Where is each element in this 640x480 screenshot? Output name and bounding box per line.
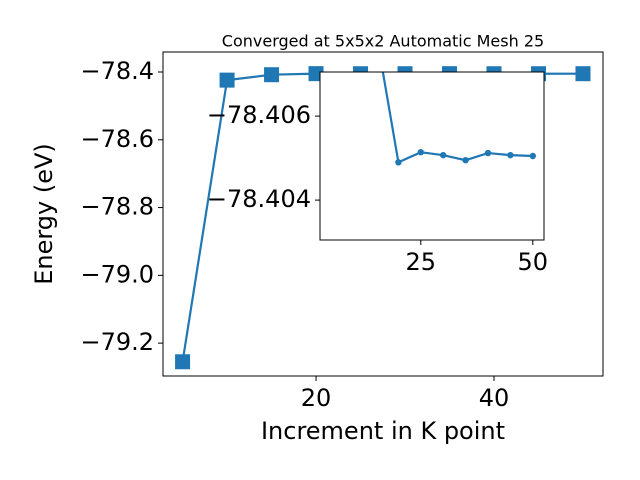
frame — [162, 51, 604, 377]
series — [381, 72, 536, 166]
y-tick-label: −78.8 — [80, 193, 154, 221]
y-tick-label: −78.406 — [207, 101, 311, 129]
plot-area — [320, 72, 544, 240]
marker — [484, 149, 492, 157]
y-tick-label: −78.404 — [207, 185, 311, 213]
chart-title: Converged at 5x5x2 Automatic Mesh 25 — [222, 32, 544, 51]
y-axis-label: Energy (eV) — [30, 143, 58, 285]
marker — [264, 67, 280, 83]
y-tick-label: −79.0 — [80, 260, 154, 288]
marker — [507, 151, 514, 159]
marker — [529, 152, 536, 160]
marker — [440, 151, 447, 159]
marker — [175, 354, 191, 370]
line — [381, 72, 533, 164]
marker — [219, 72, 235, 88]
x-axis-label: Increment in K point — [261, 417, 505, 445]
x-tick-label: 25 — [406, 248, 437, 276]
marker — [575, 66, 591, 82]
y-tick-label: −78.6 — [80, 125, 154, 153]
x-tick-label: 40 — [479, 384, 510, 412]
marker — [462, 157, 469, 164]
x-tick-label: 50 — [518, 248, 549, 276]
y-tick-label: −78.4 — [80, 57, 154, 85]
marker — [395, 159, 402, 166]
x-tick-label: 20 — [301, 384, 332, 412]
frame — [319, 71, 545, 241]
y-tick-label: −79.2 — [80, 328, 154, 356]
marker — [417, 149, 424, 156]
